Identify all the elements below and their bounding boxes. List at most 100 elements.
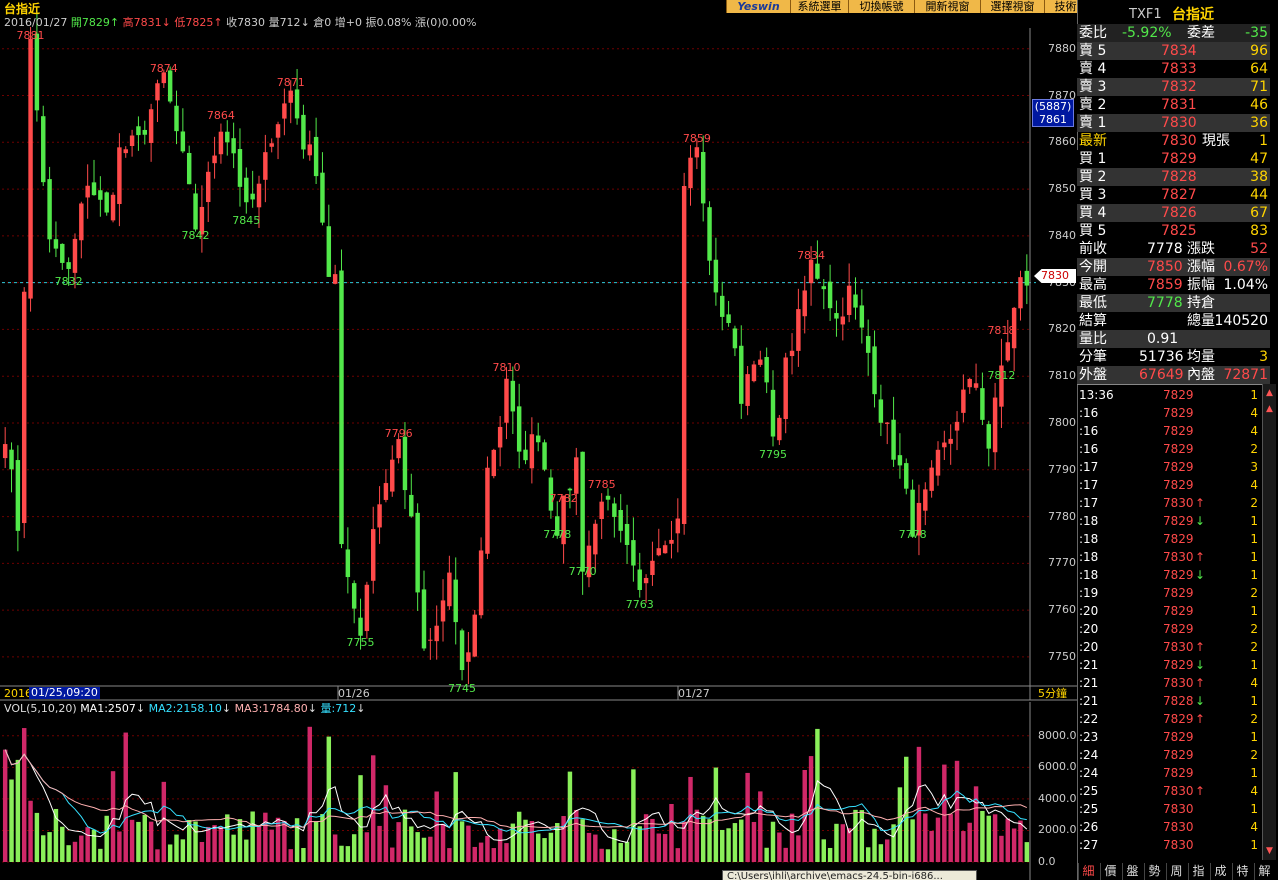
- volume-bar: [885, 839, 890, 862]
- scroll-up-page-icon[interactable]: ▲: [1266, 404, 1273, 414]
- tick-row[interactable]: :20 7830 ↑ 2: [1077, 638, 1260, 656]
- tick-row[interactable]: :18 7829 1: [1077, 530, 1260, 548]
- cursor-price: 7861: [1039, 113, 1067, 126]
- stat-label: 外盤: [1079, 367, 1107, 383]
- tick-row[interactable]: :16 7829 2: [1077, 440, 1260, 458]
- volume-bar: [186, 820, 192, 862]
- tick-row[interactable]: :25 7830 ↑ 4: [1077, 782, 1260, 800]
- candle-body: [789, 350, 795, 357]
- tick-row[interactable]: :24 7829 2: [1077, 746, 1260, 764]
- tick-row[interactable]: :18 7829 ↓ 1: [1077, 512, 1260, 530]
- tick-row[interactable]: :21 7829 ↓ 1: [1077, 656, 1260, 674]
- price-tick: 7860: [1048, 135, 1076, 149]
- tick-price: 7830: [1163, 838, 1194, 852]
- tick-price: 7830: [1163, 820, 1194, 834]
- candle-body: [656, 548, 661, 556]
- candle-body: [371, 529, 376, 581]
- candle-body: [612, 503, 617, 517]
- tick-row[interactable]: :16 7829 4: [1077, 422, 1260, 440]
- bottom-tab[interactable]: 指: [1188, 863, 1208, 880]
- volume-bar: [85, 827, 90, 862]
- tick-row[interactable]: :23 7829 1: [1077, 728, 1260, 746]
- tick-qty: 1: [1250, 514, 1258, 528]
- candle-body: [478, 550, 484, 616]
- tick-row[interactable]: :17 7829 3: [1077, 458, 1260, 476]
- volume-bar: [263, 812, 268, 862]
- tick-row[interactable]: :26 7830 4: [1077, 818, 1260, 836]
- tick-row[interactable]: :21 7828 ↓ 1: [1077, 692, 1260, 710]
- volume-bar: [599, 848, 604, 862]
- tick-row[interactable]: :24 7829 1: [1077, 764, 1260, 782]
- bottom-tab[interactable]: 特: [1232, 863, 1252, 880]
- tick-row[interactable]: :21 7830 ↑ 4: [1077, 674, 1260, 692]
- ask-qty: 36: [1250, 115, 1268, 131]
- high-label: 高: [122, 16, 134, 29]
- volume-bar: [821, 839, 826, 862]
- period-selector[interactable]: 5分鐘: [1038, 687, 1067, 700]
- tick-row[interactable]: :17 7830 ↑ 2: [1077, 494, 1260, 512]
- order-ratio-row: 委比 -5.92% 委差 -35: [1077, 24, 1270, 42]
- menu-switch-account[interactable]: 切換帳號: [848, 0, 914, 13]
- candle-body: [9, 449, 14, 470]
- volume-bar: [891, 824, 896, 862]
- bottom-tab[interactable]: 成: [1210, 863, 1230, 880]
- tick-row[interactable]: :22 7829 ↑ 2: [1077, 710, 1260, 728]
- volume-bar: [548, 832, 554, 862]
- tick-row[interactable]: :19 7829 2: [1077, 584, 1260, 602]
- tick-row[interactable]: :20 7829 2: [1077, 620, 1260, 638]
- bottom-tab[interactable]: 價: [1100, 863, 1120, 880]
- bottom-tab[interactable]: 勢: [1144, 863, 1164, 880]
- tick-row[interactable]: 13:36 7829 1: [1077, 386, 1260, 404]
- bottom-tab[interactable]: 周: [1166, 863, 1186, 880]
- price-tick: 7750: [1048, 649, 1076, 663]
- volume-bar: [2, 749, 8, 862]
- vol-ma2: MA2:2158.10: [148, 702, 222, 715]
- volume-bar: [504, 843, 509, 862]
- menu-new-window[interactable]: 開新視窗: [914, 0, 980, 13]
- volume-ma1-line: [4, 749, 1028, 843]
- volume-ma2-line: [4, 749, 1027, 834]
- scroll-down-icon[interactable]: ▼: [1266, 846, 1273, 856]
- tick-row[interactable]: :27 7830 1: [1077, 836, 1260, 854]
- cursor-price-box: (5887) 7861: [1032, 99, 1074, 127]
- menu-system[interactable]: 系統選單: [790, 0, 848, 13]
- menu-select-window[interactable]: 選擇視窗: [980, 0, 1044, 13]
- volume-ma3-line: [4, 749, 1028, 829]
- stat-label: 結算: [1079, 313, 1107, 329]
- stat-value-2: 3: [1259, 349, 1268, 365]
- hl-label: 7782: [549, 492, 578, 506]
- yeswin-logo[interactable]: Yeswin: [726, 0, 790, 13]
- bottom-tab[interactable]: 細: [1078, 863, 1098, 880]
- tick-row[interactable]: :17 7829 4: [1077, 476, 1260, 494]
- candle-body: [91, 182, 97, 196]
- tick-row[interactable]: :18 7829 ↓ 1: [1077, 566, 1260, 584]
- candle-body: [948, 438, 953, 444]
- candle-body: [980, 388, 985, 420]
- volume-bar: [662, 834, 668, 862]
- scroll-up-icon[interactable]: ▲: [1266, 388, 1273, 398]
- volume-bar: [675, 848, 681, 862]
- bottom-tab[interactable]: 盤: [1122, 863, 1142, 880]
- volume-bar: [688, 776, 693, 862]
- tick-row[interactable]: :25 7830 1: [1077, 800, 1260, 818]
- tick-scrollbar[interactable]: ▲ ▲ ▼: [1262, 384, 1276, 860]
- tick-row[interactable]: :18 7830 ↑ 1: [1077, 548, 1260, 566]
- hl-label: 7778: [543, 527, 572, 541]
- volume-bar: [542, 838, 547, 862]
- bottom-tab[interactable]: 解: [1254, 863, 1274, 880]
- tick-price: 7829: [1163, 442, 1194, 456]
- symbol-name: 台指近: [1172, 7, 1214, 23]
- candle-body: [383, 483, 389, 500]
- tick-row[interactable]: :20 7829 1: [1077, 602, 1260, 620]
- volume-bar: [923, 813, 928, 862]
- tick-price: 7829: [1163, 532, 1194, 546]
- volume-bar: [1005, 818, 1011, 862]
- volume-bar: [916, 746, 922, 862]
- candle-body: [110, 194, 116, 221]
- quote-panel: [1077, 0, 1278, 880]
- tick-qty: 3: [1250, 460, 1258, 474]
- bid-label: 買 4: [1079, 205, 1107, 221]
- candle-body: [961, 389, 966, 413]
- tick-row[interactable]: :16 7829 4: [1077, 404, 1260, 422]
